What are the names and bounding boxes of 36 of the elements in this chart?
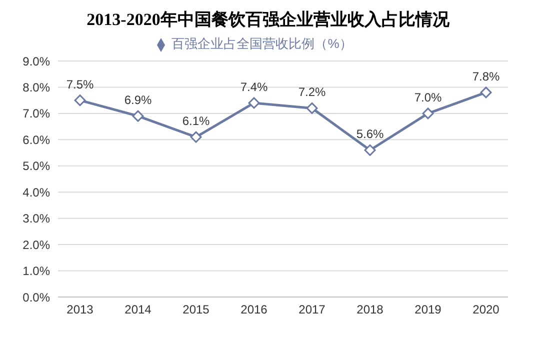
x-tick-label: 2019 [414, 302, 442, 317]
data-label: 7.8% [472, 69, 500, 84]
y-tick-label: 9.0% [22, 54, 50, 68]
data-label: 6.1% [182, 114, 210, 128]
x-tick-label: 2017 [298, 302, 326, 317]
y-tick-label: 5.0% [22, 159, 50, 174]
legend-label: 百强企业占全国营收比例（%） [172, 36, 352, 51]
point [364, 144, 376, 156]
chart-title: 2013-2020年中国餐饮百强企业营业收入占比情况 [86, 9, 450, 31]
point [306, 102, 318, 114]
y-tick-label: 2.0% [22, 238, 50, 252]
data-label: 7.0% [414, 90, 442, 104]
point [190, 131, 202, 143]
point [248, 97, 260, 109]
y-tick-label: 7.0% [22, 106, 50, 121]
y-tick-label: 4.0% [22, 185, 50, 200]
x-tick-label: 2014 [124, 302, 152, 317]
x-tick-label: 2016 [240, 302, 268, 317]
x-tick-label: 2015 [182, 302, 210, 317]
y-tick-label: 3.0% [22, 212, 50, 226]
y-tick-label: 0.0% [22, 290, 50, 304]
data-label: 5.6% [356, 127, 384, 142]
x-tick-label: 2018 [356, 302, 384, 317]
y-tick-label: 8.0% [22, 80, 50, 94]
point [132, 110, 144, 122]
point [74, 94, 86, 106]
y-tick-label: 1.0% [22, 264, 50, 278]
data-label: 6.9% [124, 93, 152, 108]
data-label: 7.2% [298, 85, 326, 100]
point [422, 108, 434, 120]
data-label: 7.5% [66, 77, 94, 92]
x-tick-label: 2013 [66, 302, 94, 317]
y-tick-label: 6.0% [22, 132, 50, 147]
data-label: 7.4% [240, 80, 268, 94]
x-tick-label: 2020 [472, 302, 500, 317]
point [480, 86, 492, 98]
